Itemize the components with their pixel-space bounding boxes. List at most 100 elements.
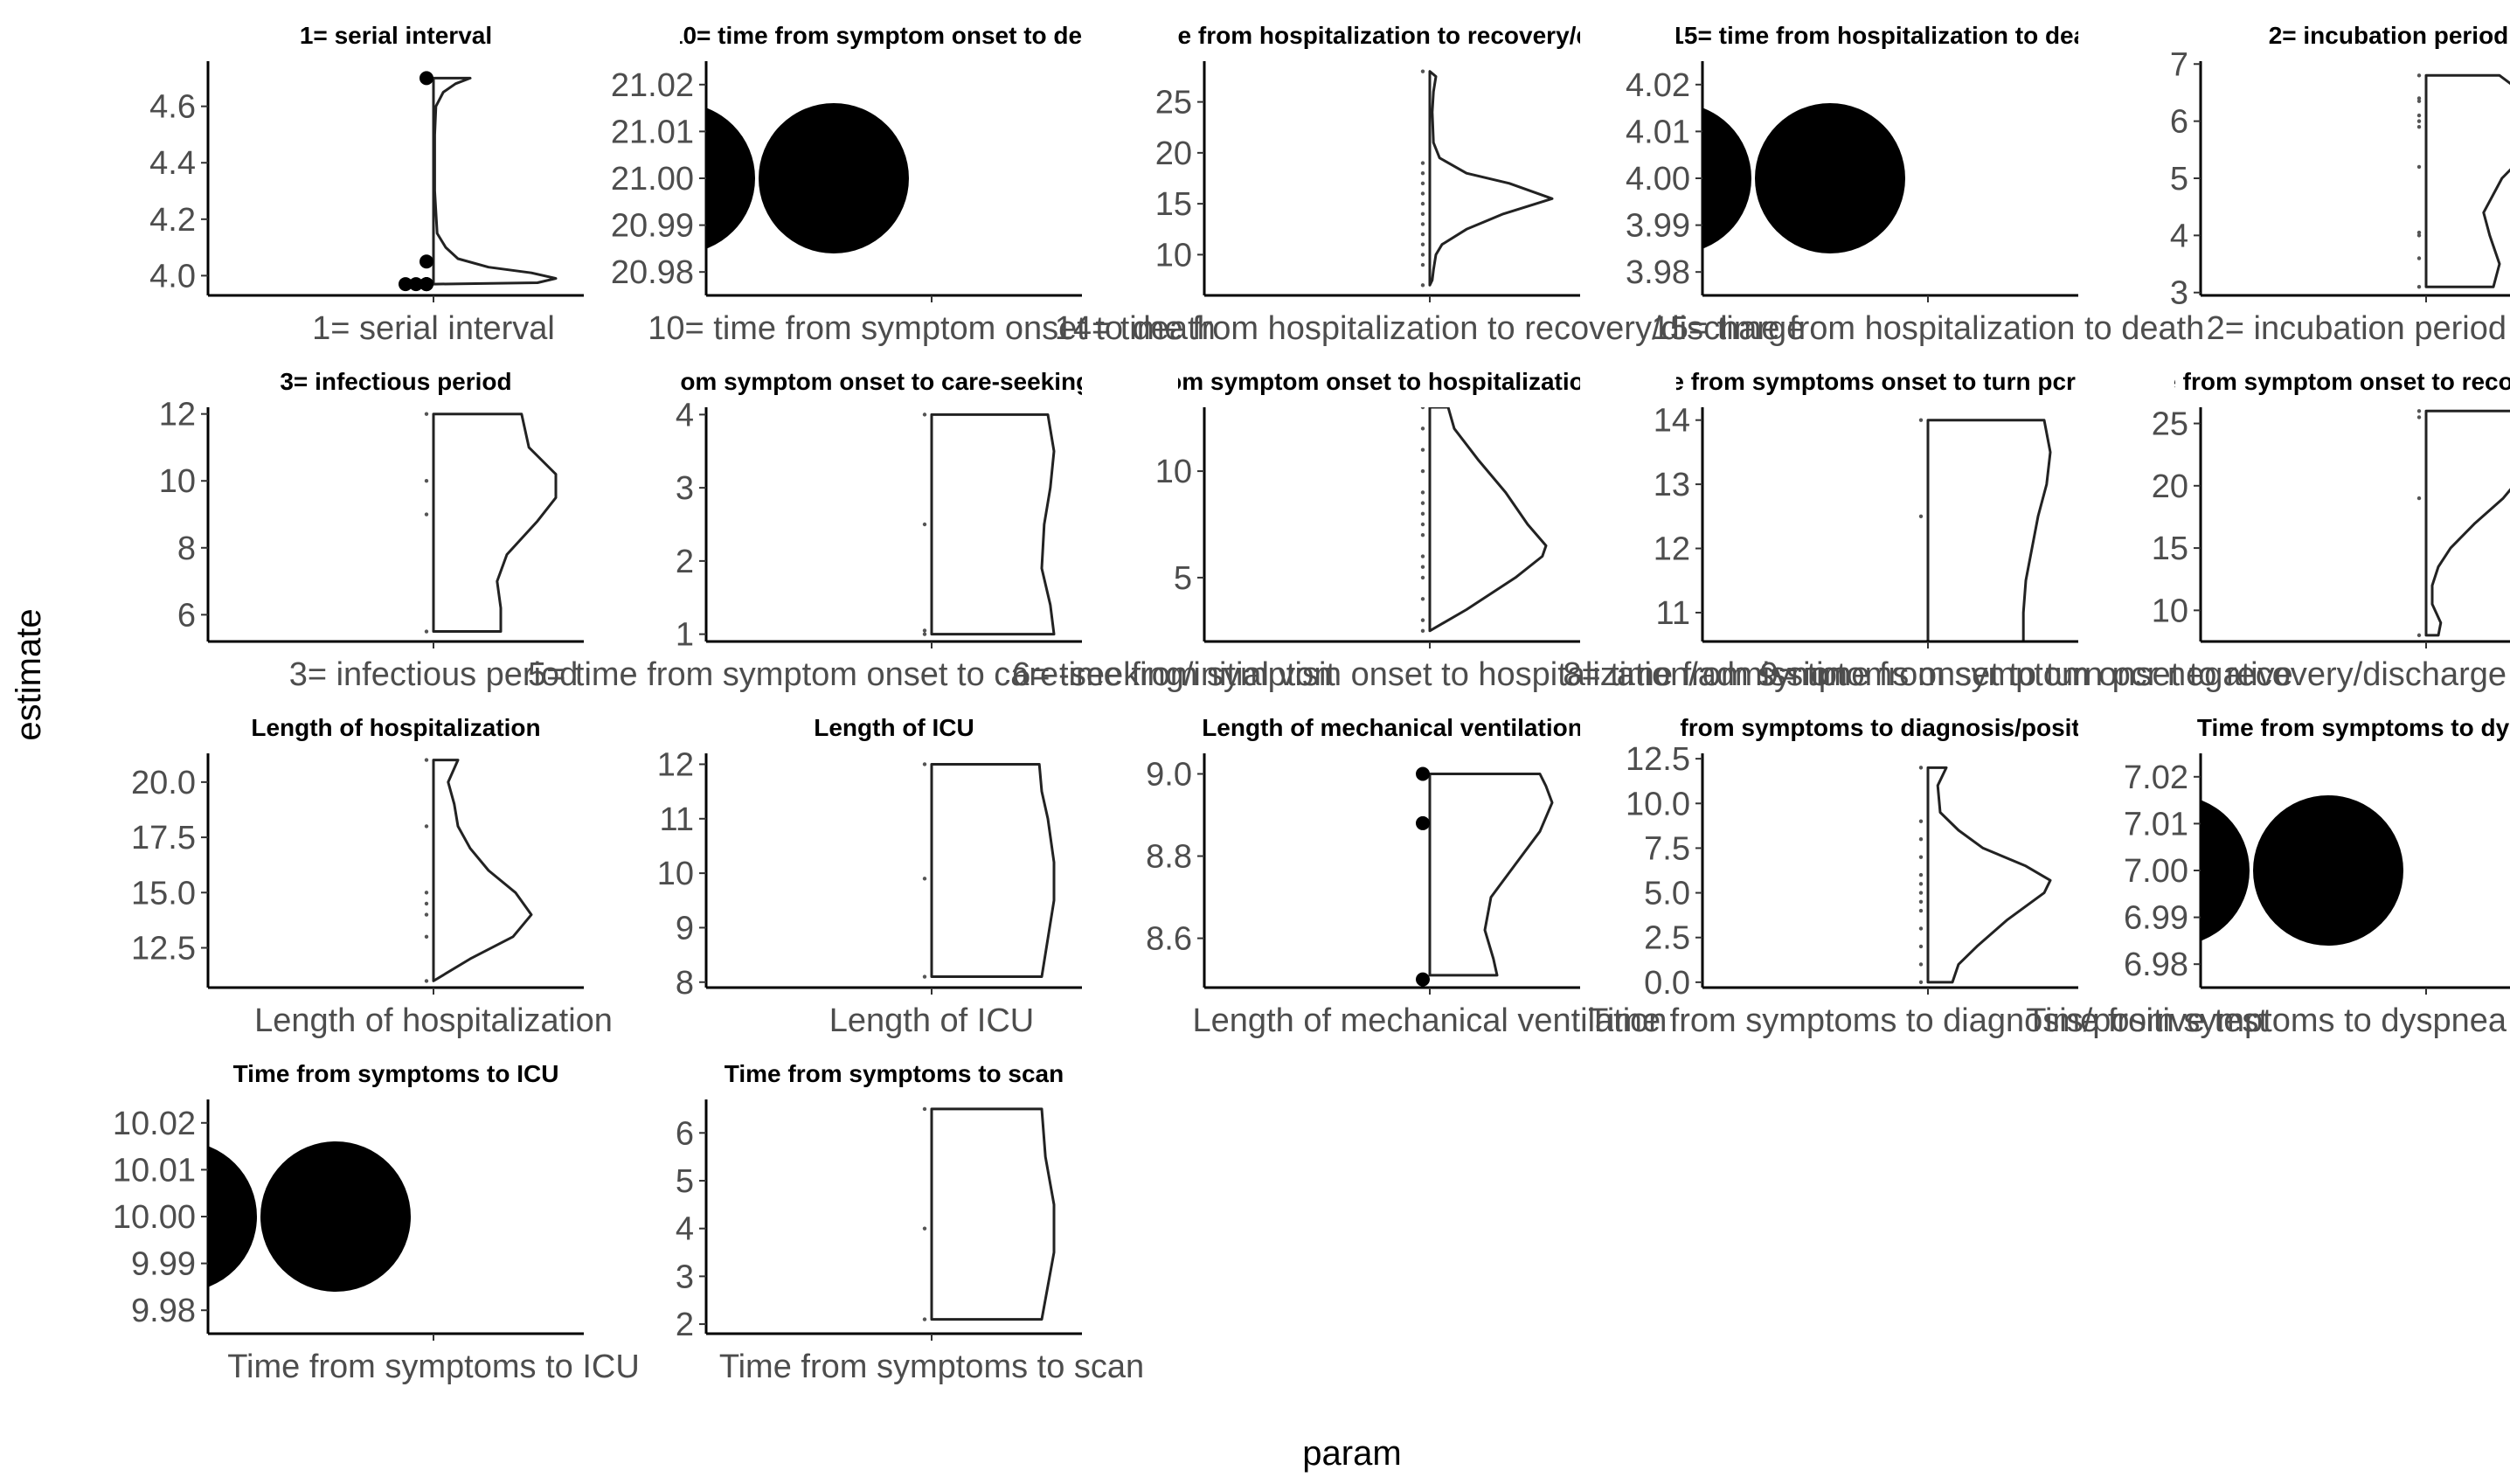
plot-area (2416, 409, 2510, 638)
data-point (2416, 96, 2422, 101)
y-tick-label: 8 (177, 530, 196, 567)
panel-title: 9= time from symptom onset to recovery/d… (2091, 368, 2510, 395)
data-point (424, 912, 429, 917)
y-tick-label: 9.99 (131, 1246, 196, 1283)
plot-area (1420, 407, 1548, 634)
y-tick-label: 10.0 (1626, 786, 1690, 822)
y-tick-label: 5.0 (1644, 876, 1690, 912)
data-point (1918, 891, 1924, 895)
x-tick-label: 15= time from hospitalization to death (1652, 310, 2205, 347)
y-tick-label: 15 (2152, 530, 2188, 567)
y-tick-label: 20 (1155, 135, 1192, 172)
data-point (1420, 447, 1425, 452)
y-tick-label: 21.00 (611, 161, 694, 198)
y-tick-label: 4.01 (1626, 114, 1690, 150)
x-tick-label: 14= time from hospitalization to recover… (1055, 310, 1806, 347)
panel-title: 14= time from hospitalization to recover… (1092, 22, 1691, 49)
y-tick-label: 10.01 (113, 1152, 196, 1189)
data-point (208, 1146, 257, 1287)
data-point (1420, 161, 1425, 165)
y-tick-label: 20.0 (131, 765, 196, 801)
plot-area (424, 412, 558, 634)
data-point (424, 479, 429, 483)
panel-title: Time from symptoms to dyspnea (2197, 714, 2510, 741)
data-point (1420, 565, 1425, 569)
y-tick-label: 4 (2170, 218, 2188, 254)
facet-panel: 9= time from symptom onset to recovery/d… (1760, 368, 2510, 693)
data-point (922, 632, 927, 636)
panel-title: Time from symptoms to ICU (233, 1060, 559, 1087)
data-point (1918, 944, 1924, 949)
facet-panel: Length of hospitalization 12.5 15.0 17.5 20.… (131, 714, 613, 1039)
data-point (2416, 284, 2422, 289)
data-point (260, 1141, 411, 1292)
panel-title: 8= time from symptoms onset to turn pcr … (1599, 368, 2182, 395)
plot-area (922, 762, 1056, 979)
y-tick-label: 3 (676, 470, 694, 507)
data-point (424, 758, 429, 762)
y-tick-label: 6 (2170, 104, 2188, 141)
y-tick-label: 12 (159, 397, 196, 433)
data-point (1420, 554, 1425, 558)
data-point (1918, 418, 1924, 422)
violin-shape (432, 413, 558, 633)
data-point (922, 628, 927, 633)
plot-area (2416, 73, 2510, 289)
y-tick-label: 10 (1155, 454, 1192, 490)
x-tick-label: Time from symptoms to scan (719, 1349, 1144, 1385)
data-point (1420, 242, 1425, 246)
panel-title: Time from symptoms to scan (725, 1060, 1064, 1087)
plot-area (922, 413, 1056, 636)
x-tick-label: 3= infectious period (289, 656, 579, 693)
y-tick-label: 4.6 (149, 89, 196, 126)
plot-area (922, 1106, 1056, 1321)
data-point (1918, 926, 1924, 931)
facet-panel: Length of mechanical ventilation 8.6 8.8 9.… (1146, 714, 1667, 1039)
y-tick-label: 10 (2152, 593, 2188, 629)
y-tick-label: 8.8 (1146, 839, 1192, 876)
data-point (1918, 766, 1924, 770)
data-point (2416, 256, 2422, 260)
violin-shape (1428, 70, 1554, 287)
facet-panel: Length of ICU 8 9 10 11 12 Length of ICU (657, 714, 1082, 1039)
data-point (1420, 511, 1425, 517)
x-tick-label: 10= time from symptom onset to death (648, 310, 1215, 347)
violin-shape (1428, 407, 1548, 633)
data-point (1420, 222, 1425, 226)
facet-panel: Time from symptoms to dyspnea 6.98 6.99 7.0… (2026, 714, 2510, 1039)
data-point (2416, 633, 2422, 638)
violin-shape (930, 1107, 1056, 1321)
data-point (1918, 836, 1924, 842)
data-point (2416, 415, 2422, 420)
x-tick-label: Time from symptoms to ICU (227, 1349, 640, 1385)
y-tick-label: 17.5 (131, 820, 196, 856)
y-tick-label: 10 (657, 856, 694, 892)
data-point (2201, 800, 2250, 941)
facet-panel: 6= time from symptom onset to hospitaliz… (1012, 368, 1848, 693)
violin-shape (2424, 409, 2510, 637)
y-tick-label: 15.0 (131, 875, 196, 912)
data-point (1918, 819, 1924, 823)
y-tick-label: 12 (657, 746, 694, 783)
data-point (1919, 642, 1923, 646)
plot-area (706, 103, 909, 253)
violin-shape (930, 413, 1056, 636)
y-tick-label: 6 (676, 1115, 694, 1152)
violin-shape (1926, 419, 2052, 641)
violin-shape (2424, 73, 2510, 288)
facet-panel: 14= time from hospitalization to recover… (1055, 22, 1806, 347)
y-tick-label: 3.98 (1626, 254, 1690, 291)
data-point (2416, 124, 2422, 129)
data-point (424, 934, 429, 940)
data-point (1420, 597, 1425, 601)
y-tick-label: 4.4 (149, 145, 196, 182)
data-point (424, 979, 429, 983)
y-tick-label: 12.5 (131, 930, 196, 967)
x-tick-label: Time from symptoms to dyspnea (2026, 1002, 2507, 1039)
y-tick-label: 3 (2170, 275, 2188, 312)
y-tick-label: 7.00 (2124, 853, 2188, 890)
data-point (922, 877, 927, 881)
facet-panel: 10= time from symptom onset to death 20.9… (611, 22, 1216, 347)
data-point (1420, 618, 1425, 622)
